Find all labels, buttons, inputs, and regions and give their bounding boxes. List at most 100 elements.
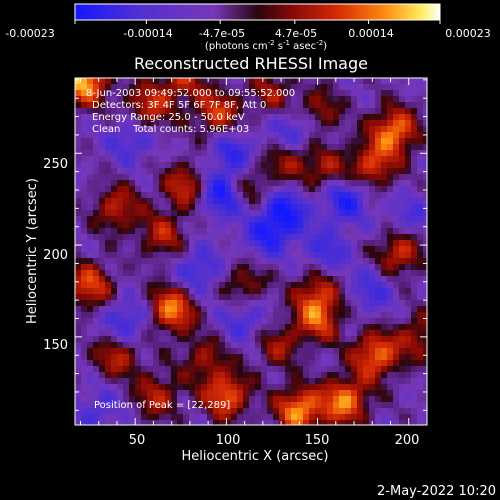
heatmap-cell (159, 348, 166, 355)
heatmap-cell (285, 270, 292, 277)
heatmap-cell (351, 144, 358, 151)
heatmap-cell (369, 168, 376, 175)
heatmap-cell (153, 354, 160, 361)
heatmap-cell (357, 288, 364, 295)
heatmap-cell (243, 402, 250, 409)
heatmap-cell (273, 204, 280, 211)
heatmap-cell (309, 366, 316, 373)
heatmap-cell (231, 402, 238, 409)
axis-ticks (75, 78, 428, 425)
heatmap-cell (333, 180, 340, 187)
heatmap-cell (153, 258, 160, 265)
heatmap-cell (291, 120, 298, 127)
heatmap-cell (297, 120, 304, 127)
heatmap-cell (171, 204, 178, 211)
heatmap-cell (363, 384, 370, 391)
heatmap-cell (183, 312, 190, 319)
heatmap-cell (93, 336, 100, 343)
heatmap-cell (279, 222, 286, 229)
heatmap-cell (327, 306, 334, 313)
heatmap-cell (345, 132, 352, 139)
heatmap-cell (111, 336, 118, 343)
heatmap-cell (201, 162, 208, 169)
heatmap-cell (261, 132, 268, 139)
heatmap-cell (93, 390, 100, 397)
heatmap-cell (393, 126, 400, 133)
heatmap-cell (171, 300, 178, 307)
heatmap-cell (309, 294, 316, 301)
heatmap-cell (243, 186, 250, 193)
heatmap-cell (99, 378, 106, 385)
heatmap-cell (141, 408, 148, 415)
heatmap-cell (285, 234, 292, 241)
heatmap-cell (303, 228, 310, 235)
heatmap-cell (285, 294, 292, 301)
heatmap-cell (333, 366, 340, 373)
heatmap-cell (129, 402, 136, 409)
heatmap-cell (219, 414, 226, 421)
heatmap-cell (111, 114, 118, 121)
heatmap-cell (141, 420, 148, 425)
heatmap-cell (99, 228, 106, 235)
heatmap-cell (201, 180, 208, 187)
heatmap-cell (105, 150, 112, 157)
heatmap-cell (261, 354, 268, 361)
heatmap-cell (75, 204, 82, 211)
heatmap-cell (117, 210, 124, 217)
heatmap-cell (231, 96, 238, 103)
heatmap-cell (159, 90, 166, 97)
heatmap-cell (261, 168, 268, 175)
heatmap-cell (93, 246, 100, 253)
heatmap-cell (405, 150, 412, 157)
heatmap-cell (117, 348, 124, 355)
heatmap-cell (405, 102, 412, 109)
heatmap-cell (93, 168, 100, 175)
heatmap-cell (405, 384, 412, 391)
heatmap-cell (327, 270, 334, 277)
heatmap-cell (177, 126, 184, 133)
heatmap-cell (249, 246, 256, 253)
heatmap-cell (129, 420, 136, 425)
heatmap-cell (363, 312, 370, 319)
heatmap-cell (261, 324, 268, 331)
heatmap-cell (267, 360, 274, 367)
heatmap-cell (237, 162, 244, 169)
heatmap-cell (387, 294, 394, 301)
heatmap-cell (123, 144, 130, 151)
heatmap-cell (75, 186, 82, 193)
annotation-time-range: 8-Jun-2003 09:49:52.000 to 09:55:52.000 (86, 88, 295, 99)
heatmap-cell (303, 180, 310, 187)
heatmap-cell (249, 144, 256, 151)
heatmap-cell (417, 306, 424, 313)
heatmap-cell (357, 192, 364, 199)
heatmap-cell (387, 144, 394, 151)
heatmap-cell (93, 144, 100, 151)
heatmap-cell (333, 312, 340, 319)
heatmap-cell (399, 258, 406, 265)
heatmap-cell (351, 192, 358, 199)
heatmap-cell (309, 336, 316, 343)
heatmap-cell (315, 90, 322, 97)
heatmap-cell (123, 342, 130, 349)
heatmap-cell (213, 210, 220, 217)
heatmap-cell (411, 108, 418, 115)
heatmap-cell (111, 342, 118, 349)
heatmap-cell (207, 162, 214, 169)
heatmap-cell (369, 396, 376, 403)
heatmap-cell (303, 252, 310, 259)
heatmap-cell (165, 156, 172, 163)
heatmap-cell (177, 264, 184, 271)
heatmap-cell (105, 156, 112, 163)
heatmap-cell (291, 396, 298, 403)
heatmap-cell (177, 90, 184, 97)
heatmap-cell (165, 294, 172, 301)
heatmap-cell (135, 336, 142, 343)
heatmap-cell (153, 78, 160, 85)
heatmap-cell (273, 348, 280, 355)
heatmap-cell (123, 276, 130, 283)
heatmap-cell (411, 288, 418, 295)
heatmap-cell (171, 282, 178, 289)
heatmap-cell (273, 150, 280, 157)
heatmap-cell (291, 402, 298, 409)
heatmap-cell (207, 258, 214, 265)
